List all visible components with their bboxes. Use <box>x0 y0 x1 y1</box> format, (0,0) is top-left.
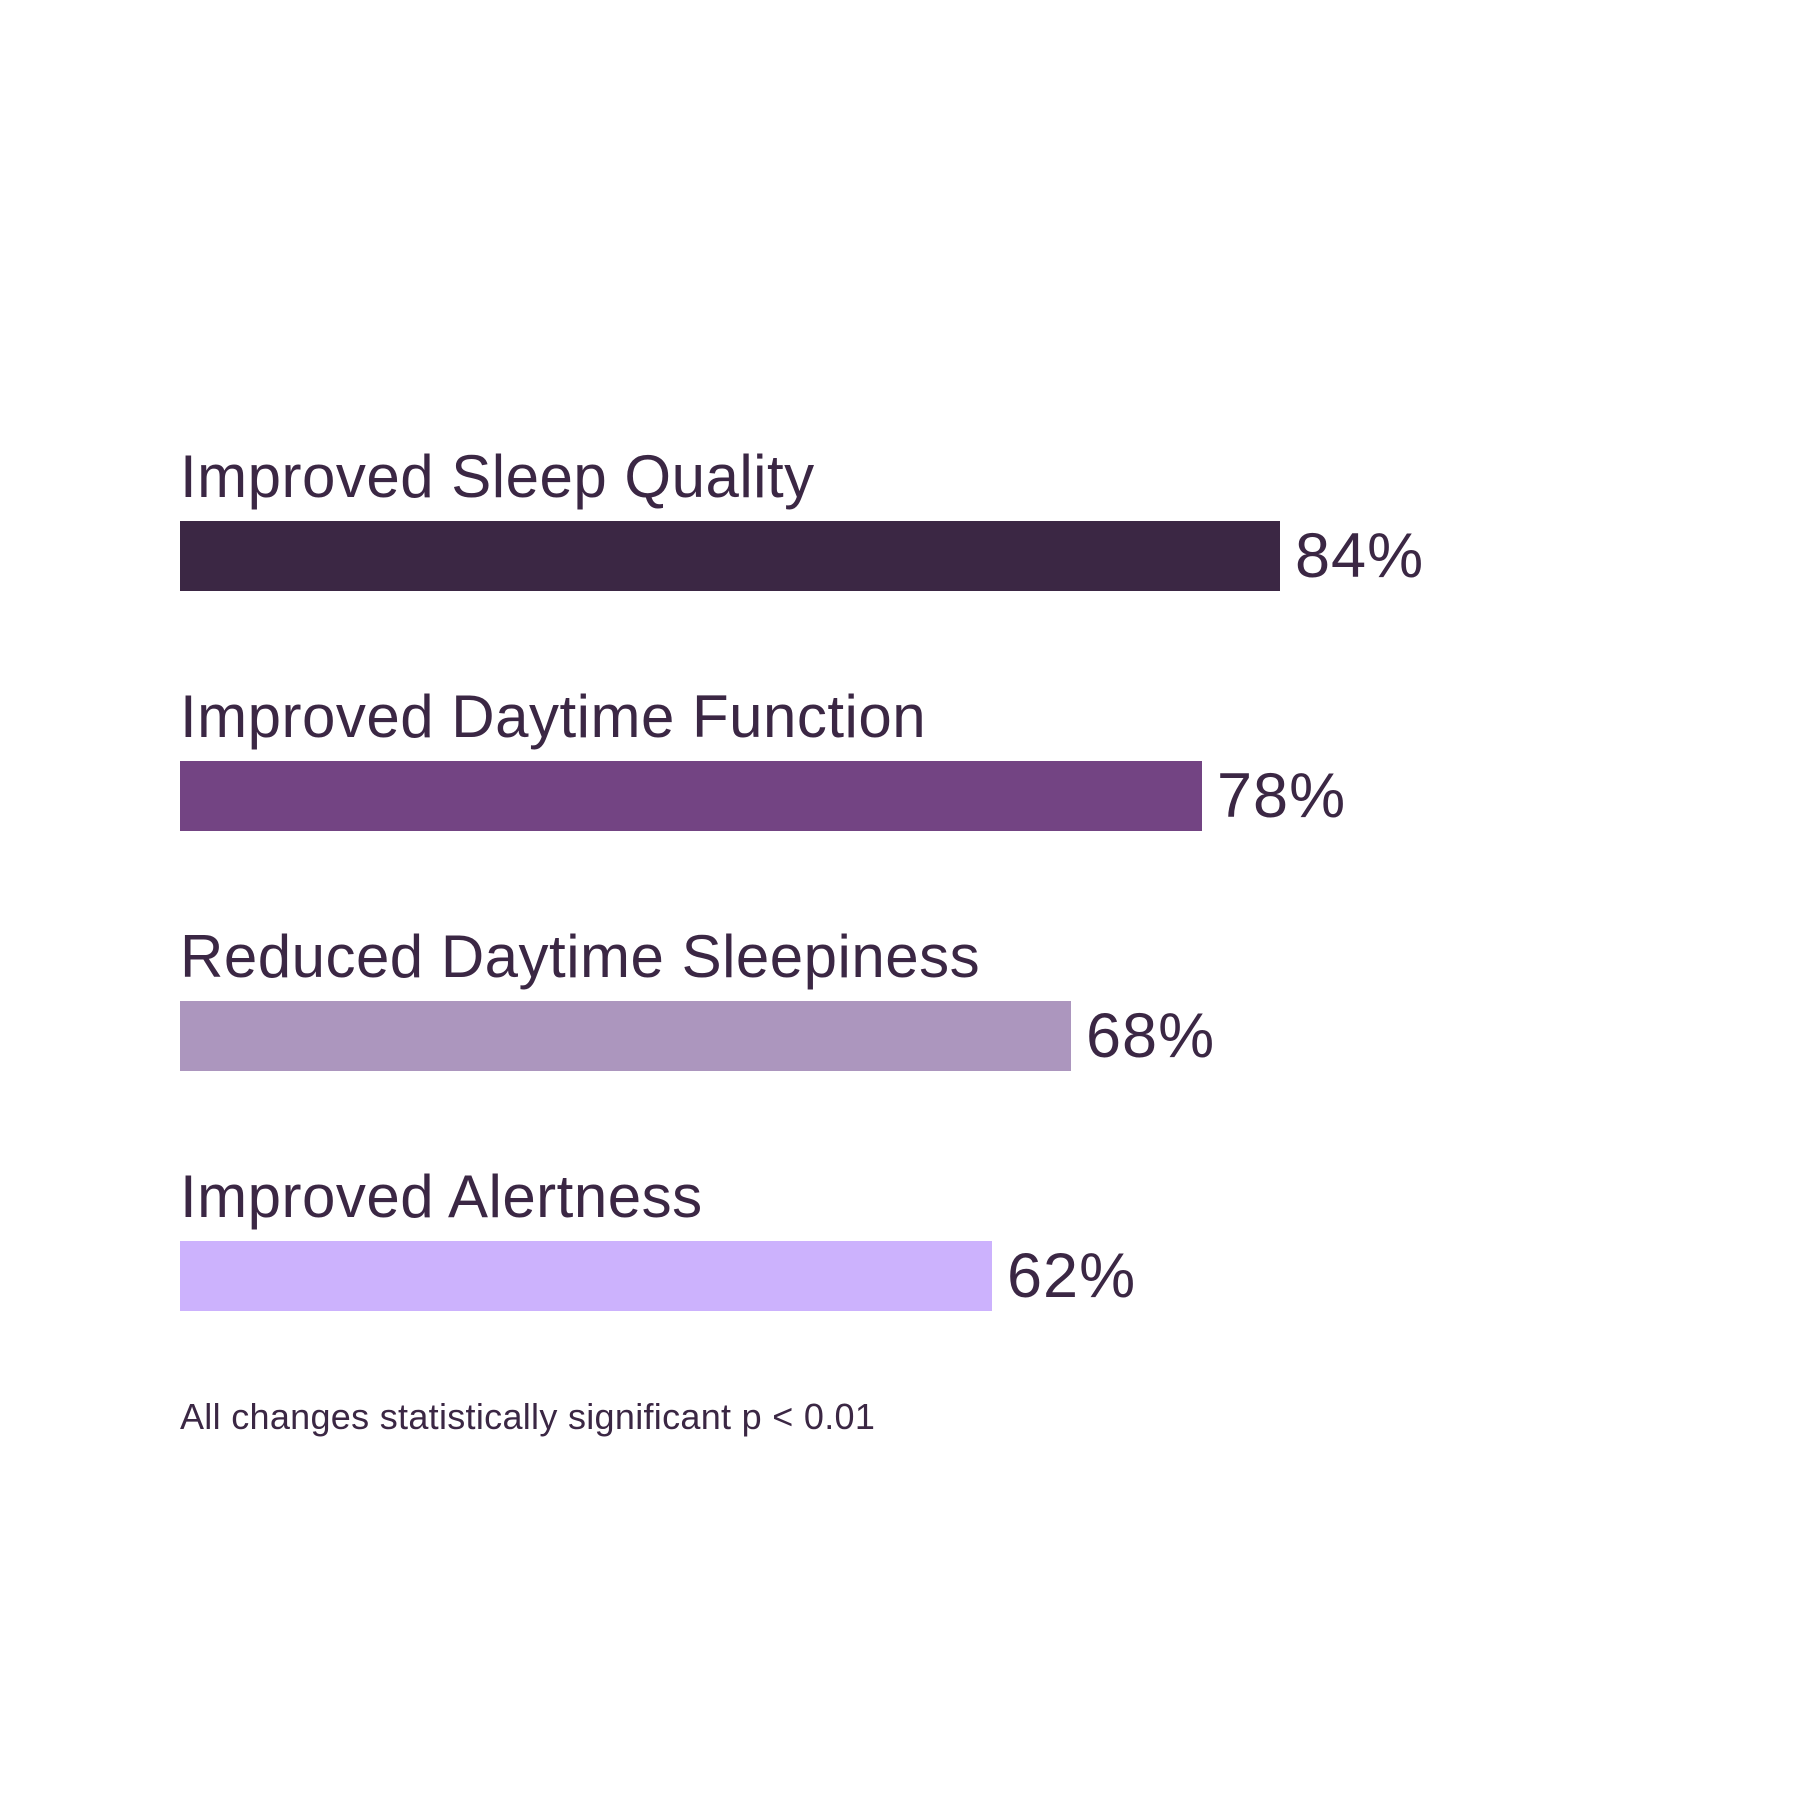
bar-chart: Improved Sleep Quality 84% Improved Dayt… <box>180 441 1424 1401</box>
bar-track: 68% <box>180 1001 1424 1071</box>
bar-row: Improved Alertness 62% <box>180 1161 1424 1311</box>
bar-category-label: Improved Daytime Function <box>180 683 927 750</box>
bar-track: 78% <box>180 761 1424 831</box>
bar-value-label: 62% <box>1007 1241 1137 1311</box>
bar-segment <box>180 521 1280 591</box>
bar-value-label: 68% <box>1086 1001 1216 1071</box>
bar-value-label: 78% <box>1217 761 1347 831</box>
bar-segment <box>180 761 1202 831</box>
bar-track: 62% <box>180 1241 1424 1311</box>
bar-category-label: Improved Alertness <box>180 1163 703 1230</box>
bar-category-label: Improved Sleep Quality <box>180 443 815 510</box>
bar-segment <box>180 1001 1071 1071</box>
bar-value-label: 84% <box>1295 521 1425 591</box>
bar-segment <box>180 1241 992 1311</box>
bar-category-label: Reduced Daytime Sleepiness <box>180 923 981 990</box>
bar-row: Improved Daytime Function 78% <box>180 681 1424 831</box>
bar-track: 84% <box>180 521 1424 591</box>
bar-row: Improved Sleep Quality 84% <box>180 441 1424 591</box>
bar-row: Reduced Daytime Sleepiness 68% <box>180 921 1424 1071</box>
chart-footnote: All changes statistically significant p … <box>180 1396 876 1437</box>
